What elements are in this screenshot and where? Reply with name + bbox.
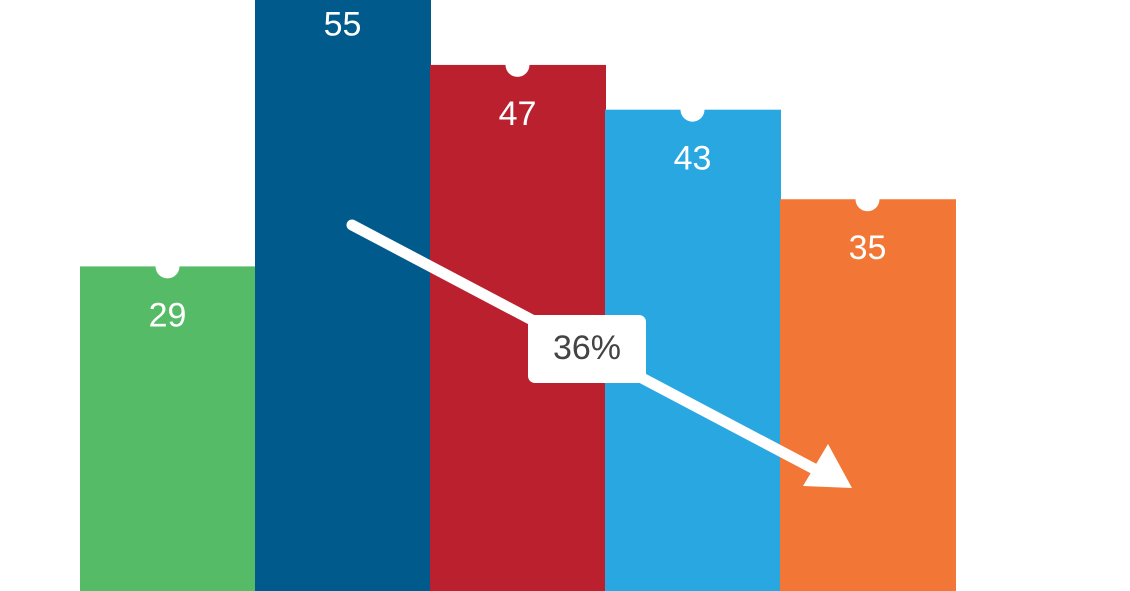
annotation-group: 36% — [346, 219, 852, 488]
bar — [255, 0, 431, 591]
bar-notch — [505, 52, 530, 77]
value-label: 55 — [324, 5, 362, 43]
annotation-text: 36% — [553, 329, 621, 367]
value-label: 47 — [499, 95, 537, 133]
value-label: 29 — [149, 296, 187, 334]
bar-notch — [680, 97, 705, 122]
bar — [780, 199, 956, 591]
annotation-box — [528, 315, 646, 383]
value-label: 43 — [674, 140, 712, 178]
trend-arrow-head — [803, 444, 852, 488]
bar — [80, 266, 256, 591]
bars: 29 55 47 43 35 — [80, 0, 956, 591]
value-label: 35 — [849, 229, 887, 267]
bar-notch — [855, 187, 880, 212]
bar-notch — [155, 254, 180, 279]
